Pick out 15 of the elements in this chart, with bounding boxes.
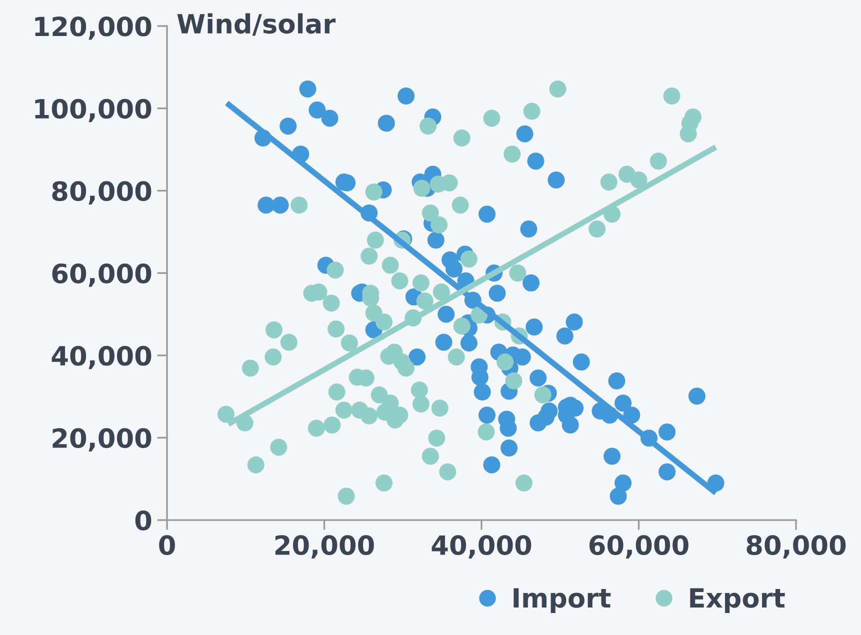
x-tick-label: 40,000 [432, 535, 532, 558]
y-tick-label: 0 [135, 510, 152, 530]
legend-label: Export [690, 588, 785, 613]
y-tick-label: 60,000 [52, 263, 152, 287]
y-axis-title: Wind/solar [177, 13, 336, 36]
y-tick-label: 80,000 [52, 181, 152, 204]
x-tick-label: 20,000 [275, 535, 374, 558]
x-tick-label: 0 [159, 535, 175, 556]
y-tick-label: 100,000 [35, 98, 152, 122]
x-tick-label: 80,000 [746, 535, 846, 558]
y-tick-label: 40,000 [52, 346, 152, 370]
legend-label: Import [514, 588, 611, 613]
y-tick-label: 120,000 [35, 16, 152, 40]
y-tick-label: 20,000 [52, 428, 152, 452]
x-tick-label: 60,000 [589, 535, 688, 558]
